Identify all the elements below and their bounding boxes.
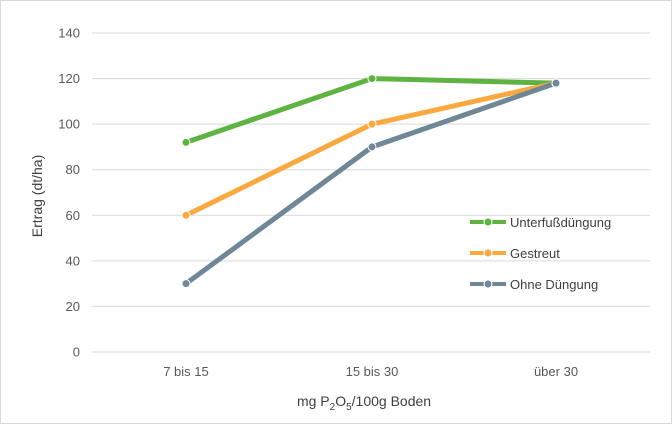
legend-swatch-marker bbox=[483, 248, 493, 258]
y-tick-label: 80 bbox=[66, 162, 80, 177]
data-point bbox=[181, 279, 191, 289]
data-point bbox=[181, 137, 191, 147]
legend-label: Ohne Düngung bbox=[510, 277, 598, 292]
x-tick-label: 15 bis 30 bbox=[346, 364, 399, 379]
data-point bbox=[367, 142, 377, 152]
data-point bbox=[551, 78, 561, 88]
x-axis-title-suffix: /100g Boden bbox=[352, 393, 431, 409]
legend-label: Gestreut bbox=[510, 246, 560, 261]
legend: Unterfußdüngung Gestreut Ohne Düngung bbox=[470, 215, 611, 292]
x-axis-title: mg P2O5/100g Boden bbox=[297, 393, 431, 413]
x-axis-title-sub1: 2 bbox=[330, 402, 336, 413]
legend-swatch-marker bbox=[483, 279, 493, 289]
series-line bbox=[183, 76, 559, 145]
y-tick-label: 100 bbox=[58, 117, 80, 132]
x-axis-title-mid: O bbox=[335, 393, 346, 409]
x-axis-title-sub2: 5 bbox=[346, 402, 352, 413]
series-markers bbox=[181, 74, 561, 289]
data-point bbox=[367, 74, 377, 84]
y-tick-label: 0 bbox=[73, 345, 80, 360]
y-tick-label: 120 bbox=[58, 71, 80, 86]
data-point bbox=[367, 119, 377, 129]
x-tick-label: über 30 bbox=[534, 364, 578, 379]
x-tick-labels: 7 bis 15 15 bis 30 über 30 bbox=[163, 364, 578, 379]
y-tick-label: 20 bbox=[66, 299, 80, 314]
x-tick-label: 7 bis 15 bbox=[163, 364, 209, 379]
legend-label: Unterfußdüngung bbox=[510, 215, 611, 230]
y-axis-title: Ertrag (dt/ha) bbox=[29, 155, 45, 237]
legend-swatch-marker bbox=[483, 217, 493, 227]
y-tick-label: 140 bbox=[58, 26, 80, 41]
data-point bbox=[181, 210, 191, 220]
y-tick-label: 60 bbox=[66, 208, 80, 223]
x-axis-title-prefix: mg P bbox=[297, 393, 330, 409]
y-tick-label: 40 bbox=[66, 253, 80, 268]
y-tick-labels: 0 20 40 60 80 100 120 140 bbox=[58, 26, 80, 360]
